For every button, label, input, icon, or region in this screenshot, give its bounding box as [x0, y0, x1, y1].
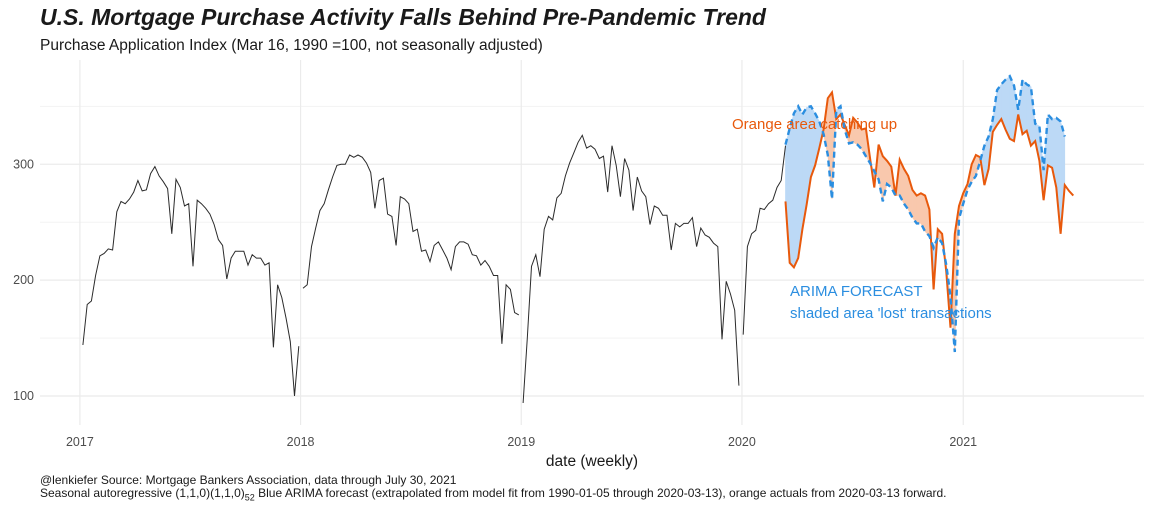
lost-area-segment [1022, 78, 1028, 135]
x-axis-label: date (weekly) [546, 453, 638, 470]
history-line [82, 134, 786, 404]
y-tick-label: 300 [13, 157, 34, 171]
catchup-area-segment [916, 192, 922, 224]
caption-line-model: Seasonal autoregressive (1,1,0)(1,1,0)52… [40, 487, 947, 504]
actual-line [784, 89, 1075, 328]
annotation-catchup: Orange area catching up [732, 116, 897, 133]
chart-title: U.S. Mortgage Purchase Activity Falls Be… [40, 4, 766, 30]
series-lines [82, 74, 1075, 404]
y-tick-label: 200 [13, 273, 34, 287]
caption-line-source: @lenkiefer Source: Mortgage Bankers Asso… [40, 473, 457, 487]
annotation-forecast-subtitle: shaded area 'lost' transactions [790, 305, 992, 322]
x-tick-label: 2020 [728, 435, 756, 449]
caption: @lenkiefer Source: Mortgage Bankers Asso… [40, 474, 947, 504]
lost-area-segment [1047, 113, 1053, 169]
caption-model-suffix: Blue ARIMA forecast (extrapolated from m… [254, 486, 947, 500]
annotation-forecast-title: ARIMA FORECAST [790, 283, 923, 300]
x-tick-label: 2017 [66, 435, 94, 449]
lost-area-segment [1030, 86, 1036, 147]
x-tick-label: 2019 [507, 435, 535, 449]
x-tick-label: 2018 [287, 435, 315, 449]
caption-model-prefix: Seasonal autoregressive (1,1,0)(1,1,0) [40, 486, 245, 500]
lost-area-segment [789, 113, 795, 269]
forecast-line [784, 74, 1066, 353]
grid-lines [40, 60, 1144, 425]
caption-model-period: 52 [244, 492, 255, 503]
chart-subtitle: Purchase Application Index (Mar 16, 1990… [40, 37, 543, 54]
y-tick-label: 100 [13, 389, 34, 403]
axis-ticks: 100 200 300 2017 2018 2019 2020 2021 [13, 157, 977, 449]
chart-svg: 100 200 300 2017 2018 2019 2020 2021 Orange are… [13, 60, 1144, 470]
x-tick-label: 2021 [949, 435, 977, 449]
